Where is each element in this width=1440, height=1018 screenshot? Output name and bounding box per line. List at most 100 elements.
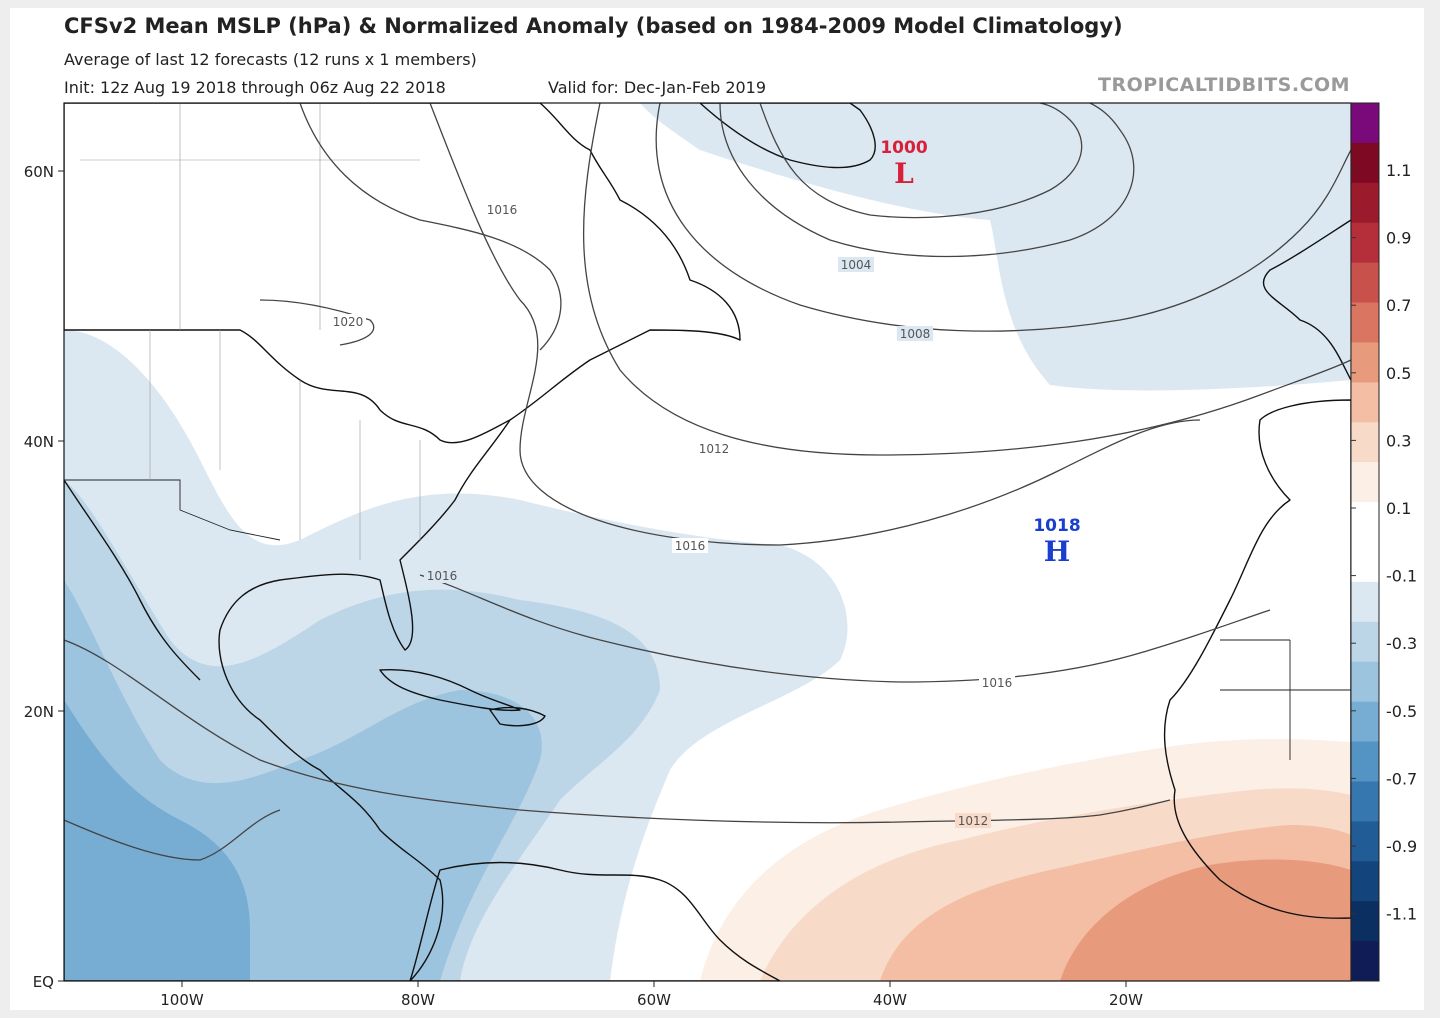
colorbar-segment [1351,222,1379,264]
latitude-axis: 60N 40N 20N EQ [24,163,64,991]
isobar-label-bg [484,202,520,217]
lat-label-40n: 40N [24,433,54,451]
lat-label-20n: 20N [24,703,54,721]
colorbar-segment [1351,103,1379,144]
colorbar-segment [1351,302,1379,343]
colorbar-label: -0.5 [1386,702,1417,721]
lon-label-20w: 20W [1109,991,1143,1009]
south-america-coast [409,861,781,981]
map-area: 1004 1008 1012 1016 1016 1016 1012 1016 … [64,103,1351,981]
cuba-outline [379,668,521,712]
longitude-axis: 100W 80W 60W 40W 20W [160,981,1143,1009]
colorbar-label: -0.3 [1386,634,1417,653]
colorbar [1351,103,1379,982]
colorbar-segment [1351,422,1379,463]
colorbar-segment [1351,581,1379,623]
colorbar-segment [1351,821,1379,862]
us-state-lines [149,330,421,560]
colorbar-label: 0.5 [1386,364,1411,383]
colorbar-label: 0.9 [1386,229,1411,248]
chart-subtitle: Average of last 12 forecasts (12 runs x … [64,50,477,69]
isobar-label-bg [838,257,874,272]
isobar-1012-north [582,103,1351,456]
greenland-coast [699,103,876,169]
isobar-1016-labrador [299,103,562,351]
isobar-1000-outer [759,103,1083,219]
british-isles-coast [1262,219,1351,381]
chart-title: CFSv2 Mean MSLP (hPa) & Normalized Anoma… [64,14,1123,38]
colorbar-segment [1351,901,1379,942]
isobar-label-1012-south: 1012 [958,814,989,828]
isobar-label-bg [897,326,933,341]
colorbar-border [1350,102,1380,982]
gulf-coast [64,419,511,981]
lon-label-40w: 40W [873,991,907,1009]
isobar-label-1012-north: 1012 [699,442,730,456]
lat-label-eq: EQ [33,973,54,991]
colorbar-label: 0.3 [1386,431,1411,450]
colorbar-segment [1351,781,1379,822]
colorbar-segment [1351,941,1379,982]
isobar-label-1004: 1004 [841,258,872,272]
colorbar-label: -1.1 [1386,905,1417,924]
valid-time: Valid for: Dec-Jan-Feb 2019 [548,78,767,97]
high-pressure-letter: H [1044,535,1070,568]
isobar-label-1016-canada: 1016 [487,203,518,217]
colorbar-segment [1351,741,1379,782]
anomaly-eastern-pacific [64,700,250,981]
colorbar-segment [1351,502,1379,543]
lon-label-80w: 80W [401,991,435,1009]
africa-iberia-coast [1163,399,1351,919]
colorbar-segment [1351,661,1379,703]
african-borders [1220,639,1351,760]
isobar-label-bg [955,813,991,828]
colorbar-segment [1351,382,1379,423]
isobar-label-bg [696,441,732,456]
colorbar-segment [1351,342,1379,383]
colorbar-label: 1.1 [1386,161,1411,180]
lat-label-60n: 60N [24,163,54,181]
isobar-label-bg [424,568,460,583]
north-america-coast [64,103,741,444]
isobar-label-1020: 1020 [333,315,364,329]
colorbar-segment [1351,701,1379,743]
lon-label-60w: 60W [637,991,671,1009]
isobar-1012-south [64,639,1171,824]
colorbar-label: 0.1 [1386,499,1411,518]
colorbar-segment [1351,462,1379,503]
colorbar-segment [1351,182,1379,224]
brand-watermark: TROPICALTIDBITS.COM [1098,74,1351,96]
us-mexico-border [64,479,281,541]
isobar-label-1008: 1008 [900,327,931,341]
high-pressure-value: 1018 [1033,516,1080,536]
colorbar-labels: 1.1 0.9 0.7 0.5 0.3 0.1 -0.1 -0.3 -0.5 -0.7 -0.9 -1… [1351,161,1417,924]
colorbar-label: 0.7 [1386,296,1411,315]
init-time: Init: 12z Aug 19 2018 through 06z Aug 22… [64,78,446,97]
low-pressure-value: 1000 [880,138,927,158]
isobar-1016-north [429,103,1201,546]
anomaly-west-africa [1060,859,1351,981]
colorbar-segment [1351,542,1379,583]
isobar-1016-south [419,574,1271,683]
isobar-label-1016-central: 1016 [675,539,706,553]
isobar-label-bg [672,538,708,553]
colorbar-segment [1351,262,1379,304]
hispaniola-outline [489,706,546,727]
colorbar-segment [1351,621,1379,663]
isobar-label-1016-south: 1016 [982,676,1013,690]
isobar-1008 [655,103,1351,332]
isobar-label-bg [330,314,366,329]
colorbar-segment [1351,142,1379,184]
isobar-1012-pacific [64,809,281,861]
anomaly-north-atlantic [640,103,1351,391]
canada-province-lines [80,103,420,330]
colorbar-label: -0.7 [1386,769,1417,788]
isobar-1004 [719,103,1135,258]
lon-label-100w: 100W [160,991,204,1009]
isobar-label-1016-gulf: 1016 [427,569,458,583]
isobar-label-bg [979,675,1015,690]
low-pressure-letter: L [894,157,914,190]
colorbar-label: -0.1 [1386,567,1417,586]
